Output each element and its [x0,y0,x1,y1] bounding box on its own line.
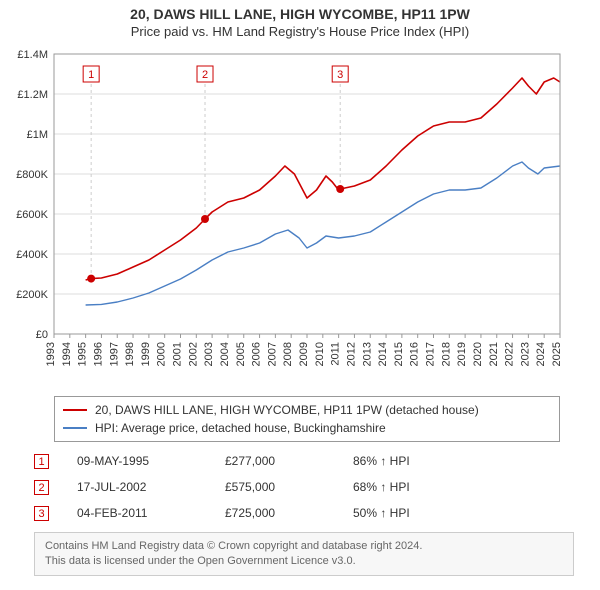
svg-text:2001: 2001 [172,342,184,366]
sale-marker-icon: 3 [34,506,49,521]
legend-item: 20, DAWS HILL LANE, HIGH WYCOMBE, HP11 1… [63,401,551,419]
footer-line-1: Contains HM Land Registry data © Crown c… [45,539,563,554]
footer-line-2: This data is licensed under the Open Gov… [45,554,563,569]
svg-text:£1.4M: £1.4M [17,49,48,61]
legend-item: HPI: Average price, detached house, Buck… [63,419,551,437]
svg-text:2009: 2009 [298,342,310,366]
svg-text:2014: 2014 [377,342,389,366]
svg-text:£200K: £200K [16,289,48,301]
svg-text:2005: 2005 [235,342,247,366]
sale-hpi: 50% ↑ HPI [353,500,483,526]
svg-text:2011: 2011 [330,342,342,366]
sale-price: £575,000 [225,474,325,500]
svg-text:1993: 1993 [45,342,57,366]
svg-text:2020: 2020 [472,342,484,366]
sale-hpi: 68% ↑ HPI [353,474,483,500]
svg-text:3: 3 [337,69,343,81]
sale-marker-icon: 2 [34,480,49,495]
sales-table: 1 09-MAY-1995 £277,000 86% ↑ HPI 2 17-JUL-200… [34,448,564,526]
sale-date: 17-JUL-2002 [77,474,197,500]
legend-label: 20, DAWS HILL LANE, HIGH WYCOMBE, HP11 1… [95,401,479,419]
svg-text:£400K: £400K [16,249,48,261]
svg-text:1995: 1995 [77,342,89,366]
table-row: 1 09-MAY-1995 £277,000 86% ↑ HPI [34,448,564,474]
price-chart: £0 £200K £400K £600K £800K £1M £1.2M £1.4M 1993 1… [0,48,600,388]
svg-text:2006: 2006 [251,342,263,366]
svg-text:2016: 2016 [409,342,421,366]
sale-marker-icon: 1 [34,454,49,469]
legend-label: HPI: Average price, detached house, Buck… [95,419,386,437]
sale-price: £277,000 [225,448,325,474]
legend: 20, DAWS HILL LANE, HIGH WYCOMBE, HP11 1… [54,396,560,442]
svg-text:2018: 2018 [440,342,452,366]
svg-text:2013: 2013 [361,342,373,366]
svg-text:2022: 2022 [504,342,516,366]
svg-text:1998: 1998 [124,342,136,366]
sale-date: 04-FEB-2011 [77,500,197,526]
svg-text:2024: 2024 [535,342,547,366]
svg-text:2023: 2023 [519,342,531,366]
footer-attribution: Contains HM Land Registry data © Crown c… [34,532,574,576]
legend-swatch [63,427,87,429]
sale-date: 09-MAY-1995 [77,448,197,474]
table-row: 3 04-FEB-2011 £725,000 50% ↑ HPI [34,500,564,526]
svg-text:£600K: £600K [16,209,48,221]
svg-text:1: 1 [88,69,94,81]
page-subtitle: Price paid vs. HM Land Registry's House … [0,24,600,39]
svg-text:2007: 2007 [266,342,278,366]
table-row: 2 17-JUL-2002 £575,000 68% ↑ HPI [34,474,564,500]
svg-text:2000: 2000 [156,342,168,366]
page-title: 20, DAWS HILL LANE, HIGH WYCOMBE, HP11 1… [0,6,600,22]
svg-text:£800K: £800K [16,169,48,181]
svg-text:2003: 2003 [203,342,215,366]
legend-swatch [63,409,87,411]
svg-text:2: 2 [202,69,208,81]
svg-text:2017: 2017 [425,342,437,366]
svg-text:2008: 2008 [282,342,294,366]
svg-text:£1M: £1M [27,129,48,141]
svg-text:2010: 2010 [314,342,326,366]
svg-text:2012: 2012 [345,342,357,366]
svg-text:2021: 2021 [488,342,500,366]
svg-text:2002: 2002 [187,342,199,366]
svg-text:2015: 2015 [393,342,405,366]
svg-text:1999: 1999 [140,342,152,366]
svg-text:£1.2M: £1.2M [17,89,48,101]
svg-text:2004: 2004 [219,342,231,366]
svg-text:£0: £0 [36,329,48,341]
svg-text:1996: 1996 [92,342,104,366]
svg-text:1994: 1994 [61,342,73,366]
sale-hpi: 86% ↑ HPI [353,448,483,474]
svg-text:2025: 2025 [551,342,563,366]
svg-text:2019: 2019 [456,342,468,366]
svg-text:1997: 1997 [108,342,120,366]
sale-price: £725,000 [225,500,325,526]
